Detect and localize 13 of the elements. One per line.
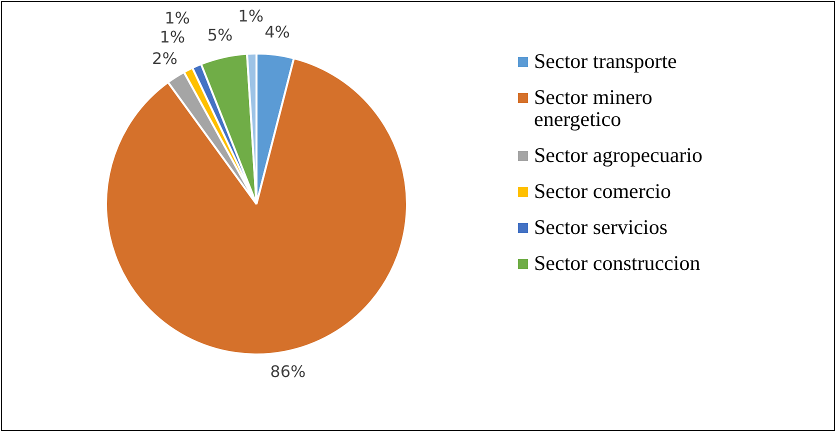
data-label: 1% bbox=[160, 27, 186, 46]
legend-label: Sector construccion bbox=[534, 251, 700, 275]
data-label: 1% bbox=[164, 8, 190, 28]
data-label: 86% bbox=[270, 362, 306, 381]
data-label: 2% bbox=[152, 48, 178, 68]
legend-label: Sector comercio bbox=[534, 179, 672, 203]
legend-label: Sector transporte bbox=[534, 49, 677, 73]
legend-label: Sector agropecuario bbox=[534, 143, 703, 167]
legend-label: Sector minero energetico bbox=[534, 85, 654, 131]
data-label: 4% bbox=[264, 22, 290, 42]
data-label: 5% bbox=[207, 25, 233, 44]
data-label: 1% bbox=[238, 6, 264, 26]
legend-label: Sector servicios bbox=[534, 215, 668, 239]
